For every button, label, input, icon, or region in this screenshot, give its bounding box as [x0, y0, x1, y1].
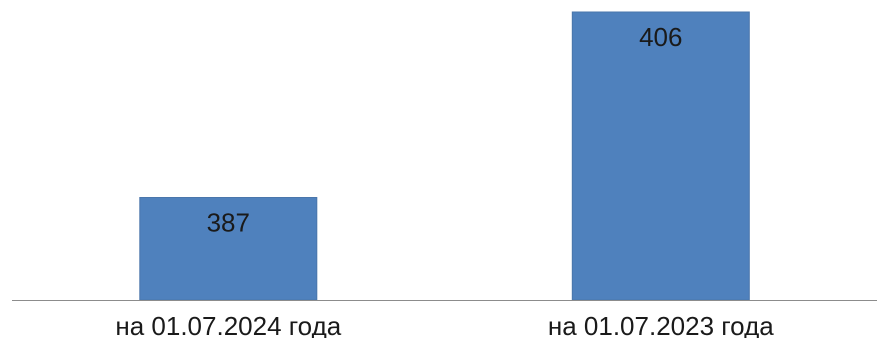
x-tick-label-2: на 01.07.2023 года: [548, 311, 774, 338]
data-label-2: 406: [639, 22, 682, 52]
bars-group: [139, 11, 750, 301]
bar-2: [571, 11, 750, 301]
bar-1: [139, 197, 318, 301]
data-labels-group: 387 406: [207, 22, 683, 238]
x-tick-labels-group: на 01.07.2024 года на 01.07.2023 года: [115, 311, 774, 338]
data-label-1: 387: [207, 208, 250, 238]
x-tick-label-1: на 01.07.2024 года: [115, 311, 341, 338]
